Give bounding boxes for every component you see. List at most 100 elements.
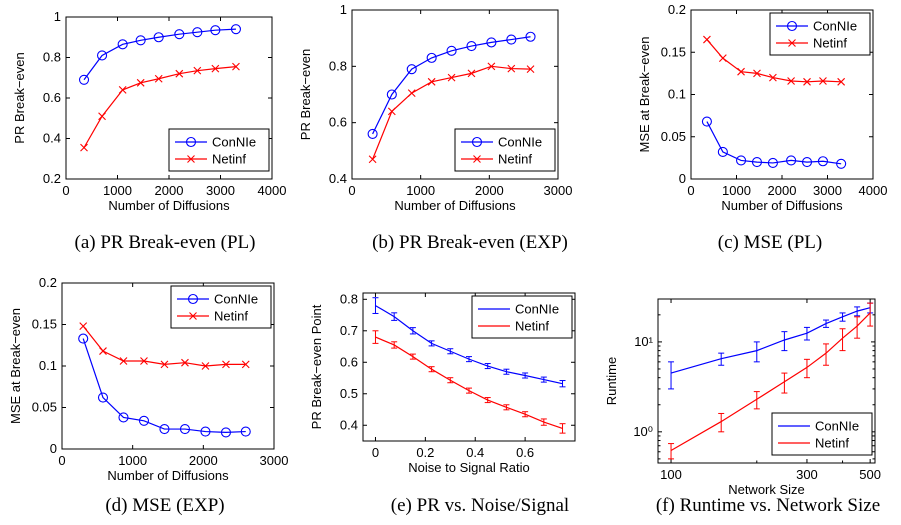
y-axis-label: MSE at Break−even — [8, 308, 23, 424]
error-bar — [391, 312, 398, 321]
error-bar — [372, 297, 379, 314]
data-point — [787, 77, 795, 85]
y-tick-label: 0 — [50, 441, 57, 456]
data-point — [819, 77, 827, 85]
error-bar — [447, 348, 454, 355]
data-point — [79, 322, 88, 331]
x-tick-label: 100 — [660, 467, 682, 482]
x-axis-label: Network Size — [728, 482, 805, 497]
data-point — [160, 360, 169, 369]
data-point — [153, 32, 164, 43]
data-point — [230, 24, 241, 35]
data-point — [117, 39, 128, 50]
data-point — [803, 77, 811, 86]
data-point — [136, 78, 145, 87]
data-point — [140, 357, 148, 365]
data-point — [241, 360, 250, 369]
data-point — [99, 347, 107, 355]
x-tick-label: 1000 — [103, 183, 132, 198]
data-point — [211, 64, 220, 73]
y-tick-label: 10¹ — [634, 334, 653, 349]
series-line-connie — [706, 121, 842, 165]
error-bar — [484, 363, 491, 370]
data-point — [240, 426, 251, 437]
error-bar — [447, 377, 454, 384]
x-tick-label: 0 — [58, 453, 65, 468]
error-bar — [668, 443, 675, 460]
data-point — [751, 157, 763, 168]
data-point — [175, 69, 184, 78]
caption-c: (c) MSE (PL) — [717, 232, 823, 253]
x-tick-label: 0.4 — [466, 445, 484, 460]
data-point — [836, 158, 847, 169]
x-tick-label: 0 — [687, 183, 694, 198]
data-point — [200, 426, 211, 437]
data-point — [118, 86, 127, 94]
x-tick-label: 0 — [348, 183, 355, 198]
y-tick-label: 0 — [679, 171, 686, 186]
legend-label: Netinf — [815, 436, 849, 451]
legend-label: ConNIe — [212, 135, 256, 150]
data-point — [98, 112, 106, 121]
x-tick-label: 3000 — [813, 183, 842, 198]
data-point — [737, 67, 745, 76]
data-point — [767, 157, 778, 168]
error-bar — [854, 306, 861, 317]
caption-b: (b) PR Break-even (EXP) — [372, 232, 568, 253]
data-point — [466, 41, 477, 52]
data-point — [210, 25, 221, 36]
data-point — [446, 45, 457, 56]
caption-e: (e) PR vs. Noise/Signal — [390, 495, 570, 516]
x-tick-label: 0.2 — [416, 445, 434, 460]
error-bar — [372, 330, 379, 344]
x-axis-label: Number of Diffusions — [107, 468, 229, 483]
data-point — [406, 64, 417, 75]
data-point — [118, 412, 129, 423]
y-axis-label: MSE at Break−even — [637, 37, 652, 153]
y-tick-label: 1 — [54, 9, 61, 24]
data-point — [181, 358, 189, 367]
y-tick-label: 0.2 — [43, 171, 61, 186]
data-point — [407, 89, 416, 97]
y-tick-label: 0.8 — [43, 50, 61, 65]
y-tick-label: 0.15 — [661, 44, 686, 59]
data-point — [159, 424, 170, 435]
x-tick-label: 2000 — [768, 183, 797, 198]
x-tick-label: 500 — [859, 467, 881, 482]
data-point — [717, 146, 728, 158]
data-point — [232, 62, 240, 71]
y-tick-label: 0.6 — [43, 90, 61, 105]
x-tick-label: 300 — [796, 467, 818, 482]
data-point — [135, 35, 146, 46]
legend-label: Netinf — [214, 309, 248, 324]
error-bar — [559, 380, 566, 388]
data-point — [801, 157, 813, 168]
legend: ConNIe Netinf — [454, 128, 556, 172]
y-axis-label: Runtime — [604, 357, 619, 405]
data-point — [701, 116, 712, 127]
y-tick-label: 0.4 — [329, 171, 347, 186]
error-bar — [781, 331, 788, 352]
y-axis-label: PR Break−even Point — [309, 304, 324, 429]
x-axis-label: Number of Diffusions — [108, 198, 230, 213]
x-tick-label: 4000 — [258, 183, 287, 198]
data-point — [718, 54, 727, 63]
error-bar — [867, 302, 874, 327]
x-tick-label: 0.6 — [516, 445, 534, 460]
plot-frame — [351, 9, 559, 180]
plot-frame — [657, 298, 876, 464]
x-tick-label: 1000 — [406, 183, 435, 198]
caption-a: (a) PR Break-even (PL) — [74, 232, 256, 253]
x-tick-label: 3000 — [206, 183, 235, 198]
data-point — [97, 392, 109, 403]
y-tick-label: 0.2 — [39, 275, 57, 290]
error-bar — [803, 326, 810, 341]
y-tick-label: 0.7 — [340, 323, 358, 338]
data-point — [386, 89, 397, 100]
error-bar — [718, 412, 725, 433]
data-point — [487, 62, 496, 71]
